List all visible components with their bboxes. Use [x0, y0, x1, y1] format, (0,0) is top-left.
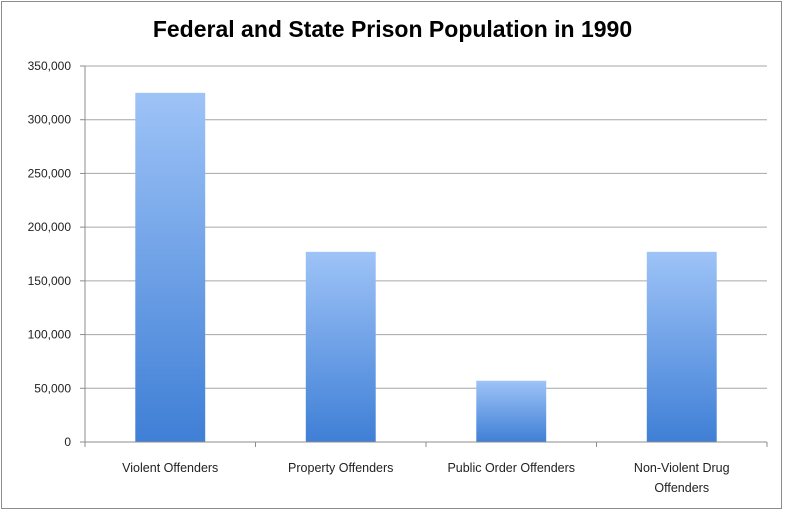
chart-title: Federal and State Prison Population in 1… [152, 16, 633, 42]
x-tick-label: Violent Offenders [122, 461, 218, 475]
axes [80, 65, 768, 447]
y-tick-label: 50,000 [34, 381, 71, 395]
y-tick-label: 0 [64, 435, 71, 449]
bar [305, 251, 376, 442]
y-tick-label: 100,000 [28, 328, 72, 342]
labels: 0 50,000 100,000 150,000 200,000 250,000 300,0… [28, 59, 730, 495]
bar [476, 380, 547, 442]
x-tick-label: Offenders [654, 481, 709, 495]
bar [646, 251, 717, 442]
bars [135, 92, 717, 442]
y-tick-label: 300,000 [28, 113, 72, 127]
bar [135, 92, 206, 442]
y-tick-label: 150,000 [28, 274, 72, 288]
y-tick-label: 250,000 [28, 166, 72, 180]
x-tick-label: Non-Violent Drug [634, 461, 730, 475]
y-tick-label: 350,000 [28, 59, 72, 73]
x-tick-label: Public Order Offenders [447, 461, 575, 475]
x-tick-label: Property Offenders [288, 461, 393, 475]
y-tick-label: 200,000 [28, 220, 72, 234]
